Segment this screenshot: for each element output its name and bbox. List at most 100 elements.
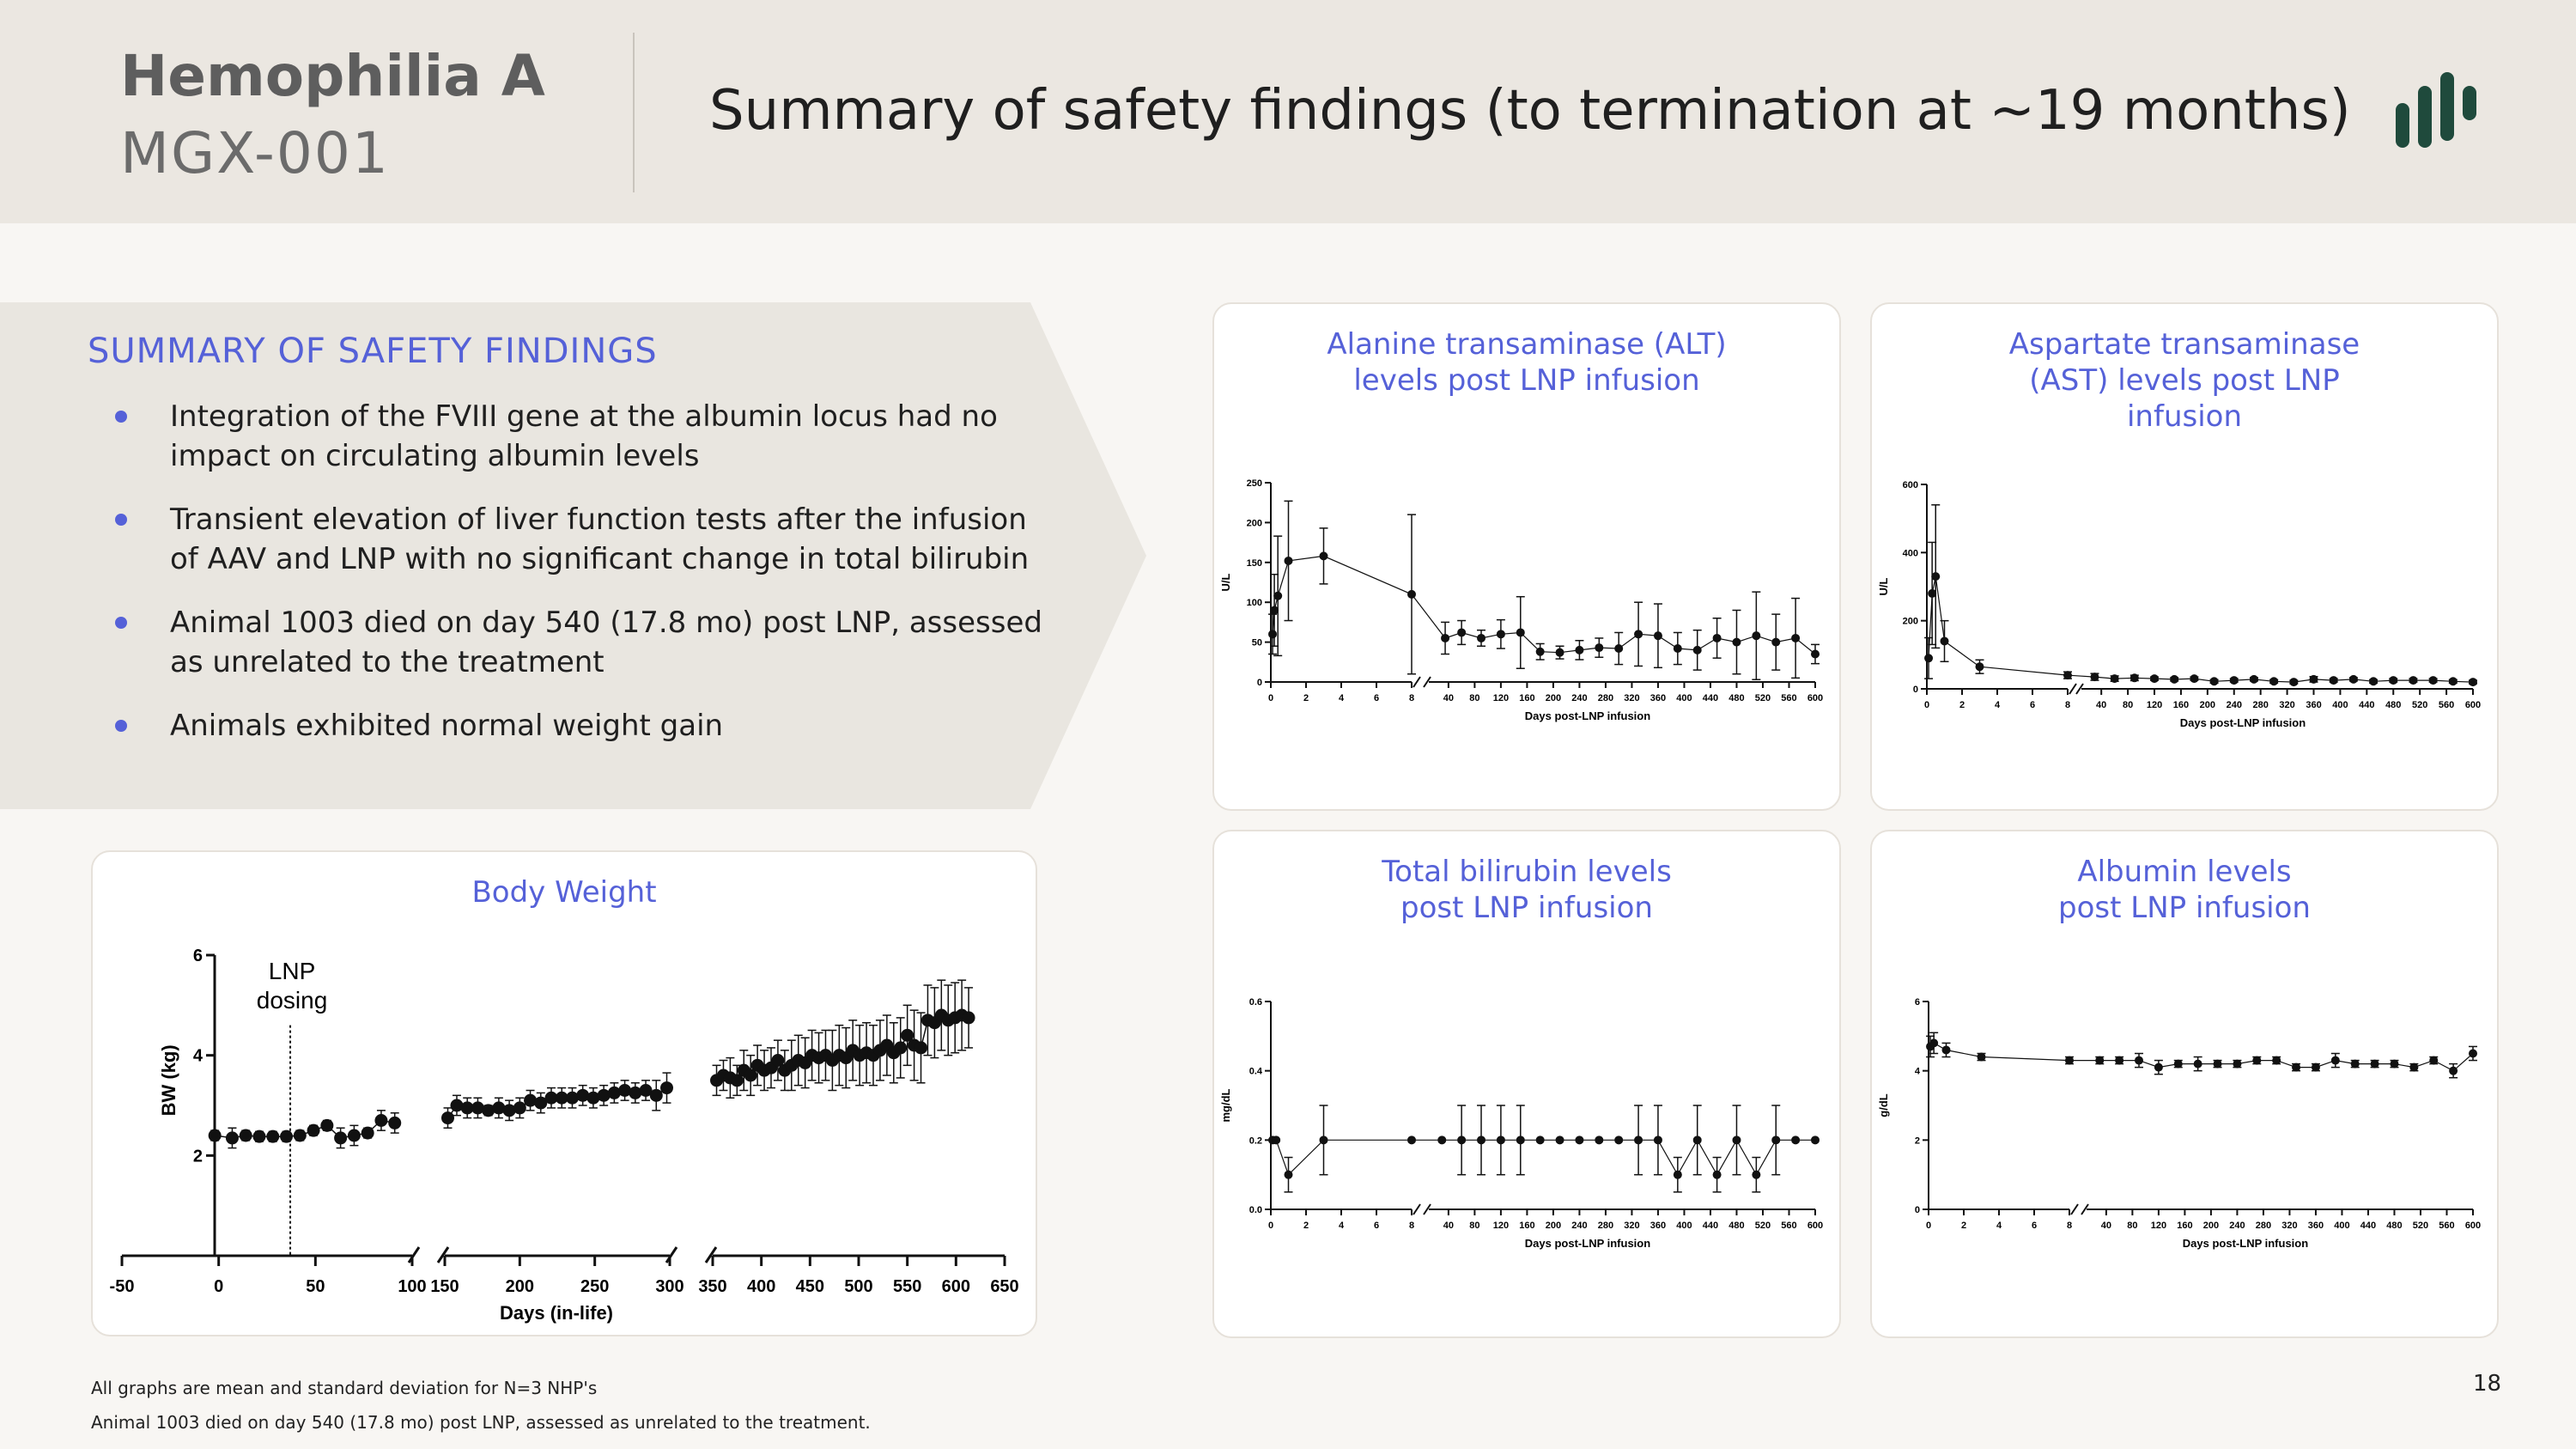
- data-point: [440, 1111, 454, 1125]
- data-point: [1634, 630, 1643, 639]
- annotation-label: dosing: [257, 987, 328, 1014]
- x-tick-label: 440: [2360, 1221, 2376, 1231]
- data-point: [1270, 606, 1279, 615]
- x-tick-label: 40: [2096, 700, 2106, 710]
- chart-title: Total bilirubin levels post LNP infusion: [1382, 855, 1672, 925]
- x-tick-label: 560: [1781, 693, 1796, 703]
- data-point: [388, 1116, 402, 1129]
- x-tick-label: 400: [1676, 1221, 1692, 1231]
- y-tick-label: 200: [1247, 518, 1262, 528]
- slide-headline: Summary of safety findings (to terminati…: [709, 79, 2351, 143]
- x-tick-label: 520: [1755, 693, 1771, 703]
- x-tick-label: 600: [2465, 700, 2481, 710]
- chart-title: Alanine transaminase (ALT) levels post L…: [1327, 327, 1727, 398]
- x-tick-label: 360: [2306, 700, 2321, 710]
- bullet-dot-icon: [115, 411, 127, 423]
- x-axis-label: Days (in-life): [500, 1302, 613, 1324]
- summary-bullet: Animals exhibited normal weight gain: [101, 706, 1054, 746]
- x-tick-label: 160: [2177, 1221, 2192, 1231]
- bullet-dot-icon: [115, 617, 127, 629]
- data-point: [2090, 673, 2099, 682]
- chart-title: Body Weight: [471, 875, 657, 910]
- data-point: [2115, 1056, 2124, 1065]
- data-point: [2348, 674, 2358, 684]
- data-point: [293, 1129, 307, 1142]
- bilirubin-card: Total bilirubin levels post LNP infusion…: [1212, 830, 1841, 1338]
- summary-bullet: Transient elevation of liver function te…: [101, 500, 1054, 579]
- summary-bullet-text: Animal 1003 died on day 540 (17.8 mo) po…: [170, 606, 1042, 679]
- data-point: [1516, 1135, 1525, 1145]
- x-axis-label: Days post-LNP infusion: [2180, 716, 2306, 729]
- data-point: [2369, 677, 2379, 686]
- axis-break-mark: [665, 1246, 678, 1263]
- data-point: [502, 1104, 516, 1117]
- data-point: [2154, 1062, 2163, 1072]
- bilirubin-chart: 0.0 0.2 0.4 0.6 mg/dL 0 2 4 6 8 40 80 120 160 200 240 28…: [1219, 997, 1823, 1250]
- x-tick-label: 250: [580, 1277, 609, 1296]
- axis-break-mark: [436, 1246, 450, 1263]
- data-point: [1931, 572, 1941, 581]
- data-point: [492, 1101, 506, 1115]
- data-point: [1319, 1135, 1328, 1145]
- data-point: [1673, 644, 1682, 654]
- data-point: [639, 1084, 653, 1097]
- data-point: [2065, 1056, 2074, 1065]
- data-point: [555, 1091, 568, 1105]
- y-tick-label: 250: [1247, 478, 1262, 489]
- summary-bullet-text: Integration of the FVIII gene at the alb…: [170, 399, 998, 473]
- x-tick-label: 560: [1781, 1221, 1796, 1231]
- data-point: [2193, 1059, 2202, 1068]
- data-point: [2063, 671, 2072, 680]
- summary-panel-shape: [0, 302, 1146, 809]
- data-point: [1477, 633, 1486, 642]
- y-tick-label: 4: [1915, 1067, 1921, 1077]
- data-point: [2292, 1062, 2301, 1072]
- data-point: [1791, 1135, 1801, 1145]
- x-tick-label: 0: [1268, 1221, 1273, 1231]
- data-point: [1771, 1135, 1781, 1145]
- x-tick-label: 600: [2465, 1221, 2481, 1231]
- y-tick-label: 50: [1252, 638, 1262, 648]
- y-tick-label: 2: [193, 1147, 203, 1166]
- data-point: [1811, 649, 1820, 659]
- y-tick-label: 600: [1903, 480, 1918, 490]
- data-point: [2469, 1049, 2477, 1058]
- x-tick-label: 520: [2413, 1221, 2428, 1231]
- data-point: [2409, 676, 2418, 685]
- y-tick-label: 4: [193, 1047, 204, 1066]
- x-tick-label: 350: [698, 1277, 726, 1296]
- x-tick-label: 480: [1728, 1221, 1744, 1231]
- y-axis-label: U/L: [1877, 577, 1890, 595]
- data-point: [2213, 1059, 2222, 1068]
- data-point: [2190, 674, 2199, 684]
- data-point: [1595, 1135, 1604, 1145]
- x-tick-label: 120: [1493, 693, 1509, 703]
- y-tick-label: 0.4: [1249, 1067, 1263, 1077]
- x-tick-label: 240: [2227, 700, 2242, 710]
- x-tick-label: 6: [1374, 693, 1379, 703]
- x-tick-label: 0: [1268, 693, 1273, 703]
- axis-break-mark: [2081, 1203, 2089, 1215]
- x-tick-label: 400: [2334, 1221, 2349, 1231]
- x-tick-label: 320: [1624, 1221, 1639, 1231]
- axis-break-mark: [704, 1246, 718, 1263]
- data-point: [1692, 645, 1702, 654]
- data-point: [1811, 1135, 1820, 1145]
- data-point: [239, 1129, 252, 1142]
- data-point: [361, 1126, 374, 1140]
- data-point: [1732, 1135, 1741, 1145]
- x-tick-label: 450: [796, 1277, 824, 1296]
- x-tick-label: 0: [214, 1277, 223, 1296]
- data-point: [2229, 676, 2239, 685]
- data-point: [744, 1068, 757, 1082]
- x-tick-label: 2: [1959, 700, 1965, 710]
- x-tick-label: 440: [1703, 693, 1718, 703]
- x-tick-label: 400: [747, 1277, 775, 1296]
- series-line: [1928, 575, 2474, 683]
- data-point: [2289, 678, 2299, 687]
- x-axis-label: Days post-LNP infusion: [2183, 1237, 2308, 1250]
- data-point: [334, 1131, 348, 1145]
- data-point: [1634, 1135, 1643, 1145]
- x-tick-label: 2: [1303, 1221, 1309, 1231]
